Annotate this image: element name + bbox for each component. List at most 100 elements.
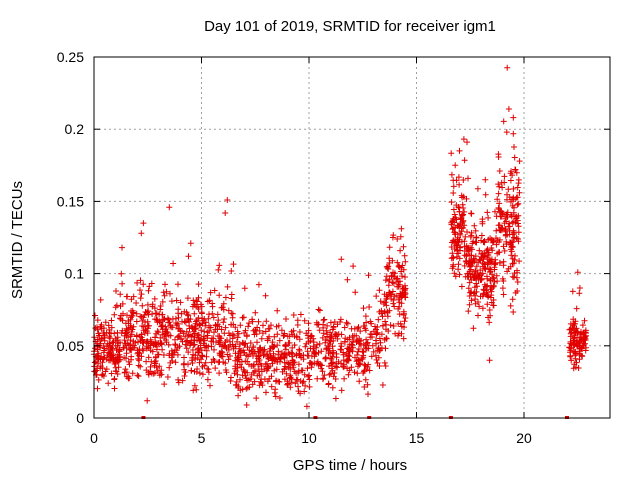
data-point bbox=[402, 258, 409, 265]
data-point bbox=[391, 293, 398, 300]
data-point bbox=[571, 361, 578, 368]
data-point bbox=[117, 356, 123, 363]
data-point bbox=[457, 230, 463, 237]
data-point bbox=[474, 283, 480, 290]
data-point bbox=[216, 370, 223, 377]
data-point bbox=[270, 350, 277, 357]
data-point bbox=[125, 320, 132, 327]
data-point bbox=[511, 234, 518, 241]
data-point bbox=[474, 185, 481, 192]
data-point bbox=[274, 307, 281, 314]
data-point bbox=[481, 261, 488, 268]
data-point bbox=[290, 312, 297, 318]
data-point bbox=[572, 350, 579, 357]
y-tick-label: 0.15 bbox=[57, 193, 84, 209]
data-point bbox=[296, 329, 303, 335]
data-point bbox=[191, 337, 197, 344]
data-point bbox=[389, 279, 396, 286]
data-point bbox=[98, 335, 105, 342]
data-point bbox=[173, 347, 180, 354]
data-point bbox=[401, 252, 408, 259]
data-point bbox=[134, 372, 141, 379]
data-point bbox=[332, 376, 339, 382]
data-point bbox=[127, 346, 134, 353]
data-point bbox=[250, 363, 257, 370]
data-point bbox=[397, 320, 404, 327]
data-point bbox=[233, 381, 240, 388]
data-point bbox=[167, 290, 173, 297]
data-point bbox=[472, 296, 478, 303]
data-point bbox=[145, 287, 152, 294]
data-point bbox=[511, 144, 517, 150]
data-point bbox=[133, 300, 140, 306]
plot-frame bbox=[93, 56, 611, 419]
data-point bbox=[352, 354, 358, 361]
data-point bbox=[390, 323, 397, 329]
data-point bbox=[473, 234, 480, 241]
data-point bbox=[396, 311, 403, 318]
data-point bbox=[514, 220, 521, 227]
data-point bbox=[99, 359, 106, 366]
data-point bbox=[237, 352, 244, 359]
data-point bbox=[140, 220, 147, 227]
data-point bbox=[184, 295, 191, 302]
data-point bbox=[295, 388, 302, 395]
data-point bbox=[268, 322, 274, 329]
data-point bbox=[175, 379, 182, 386]
data-point bbox=[145, 354, 152, 361]
data-point bbox=[284, 333, 291, 340]
data-point bbox=[180, 330, 187, 337]
data-point bbox=[195, 281, 202, 288]
data-point bbox=[468, 210, 475, 217]
data-point bbox=[365, 345, 372, 352]
data-point bbox=[296, 346, 303, 353]
data-point bbox=[132, 339, 139, 346]
data-point bbox=[302, 382, 309, 389]
data-point bbox=[354, 370, 361, 377]
data-point bbox=[495, 249, 502, 256]
data-point bbox=[500, 262, 507, 269]
data-point bbox=[497, 227, 504, 234]
data-point bbox=[93, 371, 100, 378]
data-point bbox=[128, 331, 135, 338]
data-point bbox=[357, 360, 364, 367]
data-point bbox=[207, 382, 213, 389]
x-axis-label: GPS time / hours bbox=[293, 457, 407, 474]
data-point bbox=[332, 333, 339, 340]
data-point bbox=[227, 338, 233, 345]
data-point bbox=[159, 346, 166, 353]
data-point bbox=[514, 184, 521, 191]
data-point bbox=[308, 361, 315, 368]
data-point bbox=[102, 319, 109, 326]
data-point bbox=[461, 157, 468, 164]
data-point bbox=[305, 373, 312, 380]
data-point bbox=[460, 211, 467, 218]
data-point bbox=[166, 364, 173, 371]
data-point bbox=[460, 136, 467, 143]
data-point bbox=[299, 367, 306, 374]
data-point bbox=[158, 367, 165, 374]
data-point bbox=[285, 380, 291, 387]
data-point bbox=[111, 358, 118, 365]
data-point bbox=[348, 364, 355, 371]
data-point bbox=[495, 204, 502, 211]
data-point bbox=[107, 335, 114, 342]
data-point bbox=[395, 263, 402, 270]
data-point bbox=[207, 289, 214, 296]
data-point bbox=[379, 313, 386, 320]
data-point bbox=[499, 275, 506, 282]
data-point bbox=[228, 321, 235, 328]
data-point bbox=[494, 278, 501, 285]
data-point bbox=[254, 339, 260, 346]
data-point bbox=[158, 341, 165, 348]
data-point bbox=[158, 323, 165, 330]
data-point bbox=[138, 314, 145, 320]
data-point bbox=[212, 322, 219, 329]
data-point bbox=[284, 381, 291, 388]
data-point bbox=[329, 326, 336, 333]
data-point bbox=[514, 269, 521, 276]
data-point bbox=[113, 347, 120, 354]
data-point bbox=[488, 288, 495, 295]
chart-title: Day 101 of 2019, SRMTID for receiver igm… bbox=[204, 18, 496, 35]
